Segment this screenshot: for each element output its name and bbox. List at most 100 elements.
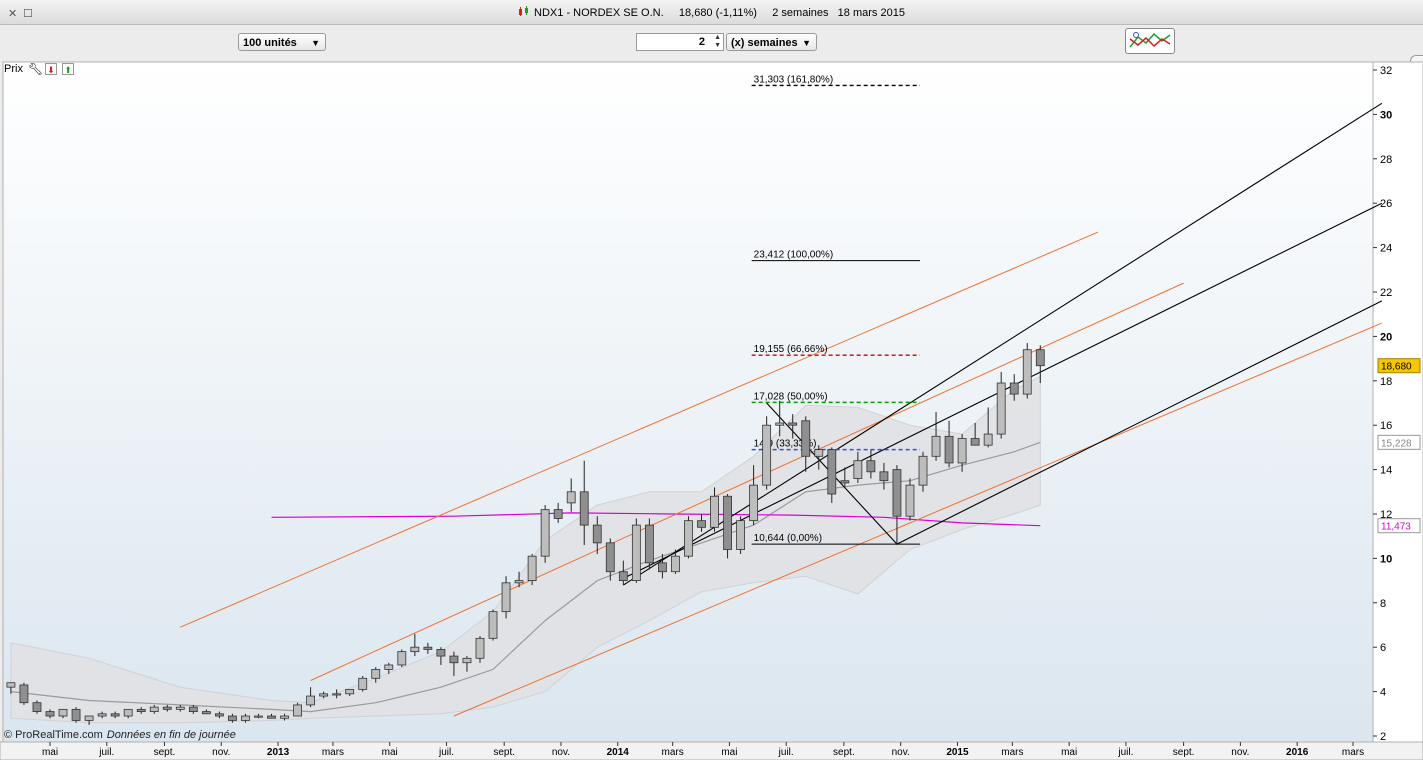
window-title: NDX1 - NORDEX SE O.N. 18,680 (-1,11%) 2 … (0, 6, 1423, 19)
candle-37 (475, 636, 485, 663)
units-select[interactable]: 100 unités ▼ (238, 33, 326, 51)
y-axis-area (1372, 61, 1423, 743)
candle-50 (644, 518, 654, 570)
x-tick-label-16: nov. (892, 747, 910, 758)
candle-body (410, 646, 420, 653)
axis-badge-1: 15,228 (1381, 438, 1412, 449)
maximize-icon[interactable]: ☐ (23, 8, 33, 20)
candle-77 (996, 371, 1006, 439)
candle-33 (423, 642, 433, 654)
candle-51 (658, 553, 667, 579)
candle-23 (293, 702, 302, 717)
candle-body (827, 449, 837, 495)
arrow-down-icon[interactable]: ⬇ (45, 63, 58, 76)
candle-47 (605, 538, 615, 581)
arrow-up-icon[interactable]: ⬆ (62, 63, 75, 76)
x-tick-label-6: mars (322, 747, 344, 758)
candle-25 (319, 691, 329, 699)
axis-badge-2: 11,473 (1381, 522, 1411, 533)
x-tick-label-4: nov. (212, 747, 230, 758)
candle-62 (801, 416, 811, 472)
candle-80 (1035, 345, 1045, 384)
y-tick-label-6: 6 (1380, 642, 1386, 654)
x-tick-label-20: juil. (1117, 747, 1133, 758)
candle-body (618, 571, 628, 581)
period-input[interactable]: 2 ▲ ▼ (636, 33, 724, 51)
candle-body (149, 706, 159, 712)
y-tick-label-30: 30 (1380, 109, 1392, 121)
fib-label-4: 17,028 (50,00%) (754, 391, 828, 402)
period-unit-select[interactable]: (x) semaines ▼ (726, 33, 817, 51)
fib-label-3: 19,155 (66,66%) (754, 344, 828, 355)
panel-header: Prix 🔧︎ ⬇ ⬆ (4, 62, 75, 77)
candle-16 (201, 709, 211, 715)
candle-body (944, 435, 954, 464)
y-tick-label-32: 32 (1380, 65, 1392, 77)
candle-body (58, 708, 68, 717)
candle-3 (32, 700, 42, 714)
candle-70 (905, 478, 915, 521)
candle-body (1009, 382, 1019, 395)
candle-7 (84, 715, 94, 725)
candle-body (319, 693, 329, 697)
y-tick-label-2: 2 (1380, 731, 1386, 743)
candle-body (788, 422, 798, 426)
candle-21 (267, 713, 276, 719)
fib-label-5: 14,9 (33,33%) (754, 439, 817, 450)
y-tick-label-24: 24 (1380, 243, 1392, 255)
x-tick-label-17: 2015 (946, 747, 969, 758)
candle-body (840, 480, 850, 484)
x-tick-label-1: mai (42, 747, 58, 758)
candle-body (228, 715, 237, 721)
candle-body (123, 708, 133, 717)
candle-body (436, 649, 446, 657)
candle-27 (345, 688, 355, 697)
candle-17 (214, 711, 224, 719)
candle-68 (879, 462, 889, 490)
candle-9 (110, 711, 120, 719)
candle-29 (371, 667, 381, 683)
window-titlebar: ✕ ☐ NDX1 - NORDEX SE O.N. 18,680 (-1,11%… (0, 0, 1423, 25)
candle-34 (436, 647, 446, 665)
close-icon[interactable]: ✕ (8, 8, 18, 20)
candle-72 (931, 411, 941, 461)
candle-31 (397, 649, 407, 668)
indicators-button[interactable] (1125, 28, 1175, 54)
candle-18 (228, 713, 237, 723)
x-tick-label-9: sept. (493, 747, 515, 758)
wrench-icon[interactable]: 🔧︎ (28, 62, 44, 77)
candle-1 (6, 682, 16, 694)
x-tick-label-10: nov. (552, 747, 570, 758)
candle-54 (697, 514, 706, 532)
y-tick-label-26: 26 (1380, 198, 1392, 210)
y-tick-label-18: 18 (1380, 376, 1392, 388)
candle-body (6, 682, 16, 688)
candle-body (671, 555, 680, 573)
candle-body (918, 455, 928, 486)
candle-55 (710, 487, 719, 532)
candle-body (866, 460, 876, 473)
trendline-1 (180, 231, 1099, 628)
candle-71 (918, 451, 928, 492)
candle-body (553, 509, 563, 519)
candle-10 (123, 708, 133, 719)
candle-body (723, 495, 732, 550)
y-tick-label-12: 12 (1380, 509, 1392, 521)
bollinger-band (10, 375, 1041, 724)
candle-body (957, 438, 967, 464)
y-tick-label-28: 28 (1380, 154, 1392, 166)
candle-74 (957, 434, 967, 472)
period-unit-value: (x) semaines (731, 37, 798, 49)
plot-area (2, 61, 1374, 743)
candle-body (540, 509, 550, 557)
candle-body (214, 713, 224, 717)
fib-label-2: 23,412 (100,00%) (754, 250, 834, 261)
candle-45 (579, 460, 589, 546)
candle-73 (944, 420, 954, 468)
credit-line: © ProRealTime.com Données en fin de journ… (4, 729, 236, 741)
chart-toolbar: 100 unités ▼ 2 ▲▼ (x) semaines ▼ ◀ (0, 25, 1423, 85)
fib-label-6: 10,644 (0,00%) (754, 533, 822, 544)
x-tick-label-3: sept. (154, 747, 176, 758)
stepper-icon[interactable]: ▲ ▼ (714, 34, 721, 49)
